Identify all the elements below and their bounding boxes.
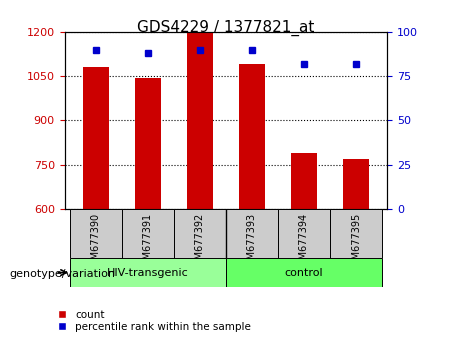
Text: GSM677390: GSM677390 (91, 213, 101, 272)
Text: GSM677394: GSM677394 (299, 213, 309, 272)
Bar (343, 159, 369, 209)
Bar (187, 32, 213, 209)
Bar (278, 209, 330, 258)
Bar (70, 209, 122, 258)
Bar (70, 258, 225, 287)
Text: GSM677391: GSM677391 (143, 213, 153, 272)
Bar (122, 209, 174, 258)
Legend: count, percentile rank within the sample: count, percentile rank within the sample (51, 310, 251, 332)
Bar (239, 64, 265, 209)
Text: GDS4229 / 1377821_at: GDS4229 / 1377821_at (137, 19, 314, 36)
Text: GSM677393: GSM677393 (247, 213, 257, 272)
Text: HIV-transgenic: HIV-transgenic (107, 268, 189, 278)
Bar (226, 258, 382, 287)
Text: genotype/variation: genotype/variation (9, 269, 115, 279)
Text: GSM677392: GSM677392 (195, 213, 205, 272)
Bar (330, 209, 382, 258)
Bar (135, 78, 161, 209)
Bar (174, 209, 225, 258)
Bar (83, 67, 109, 209)
Text: GSM677395: GSM677395 (351, 213, 361, 272)
Bar (226, 209, 278, 258)
Text: control: control (284, 268, 323, 278)
Bar (291, 153, 317, 209)
